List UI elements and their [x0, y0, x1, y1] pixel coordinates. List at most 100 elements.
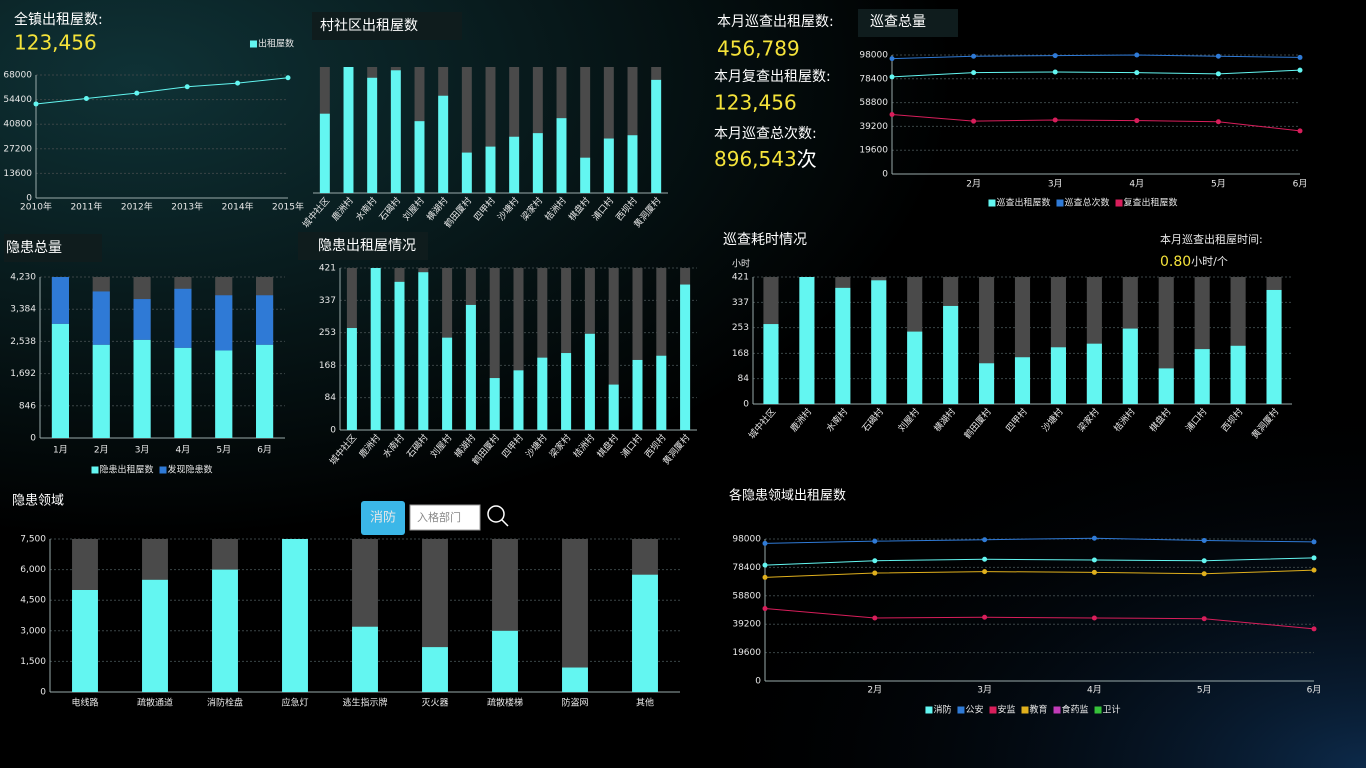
legend-swatch [91, 466, 99, 474]
bar [174, 347, 192, 438]
kpi-number: 896,543 [714, 147, 797, 171]
bar [212, 569, 238, 692]
legend-label: 出租屋数 [258, 38, 294, 50]
bar [390, 70, 401, 193]
bar [680, 284, 691, 430]
data-point [982, 537, 988, 543]
bar [651, 79, 662, 193]
data-point [1091, 615, 1097, 621]
bar [72, 590, 98, 692]
x-tick-label: 5月 [216, 445, 231, 456]
data-point [1297, 54, 1303, 60]
x-tick-label: 5月 [1211, 179, 1226, 190]
data-point [1052, 53, 1058, 59]
line-series [764, 569, 1315, 578]
y-tick-label: 3,384 [10, 305, 36, 315]
data-point [1201, 558, 1207, 564]
button-label[interactable]: 消防 [370, 510, 396, 526]
legend-label: 公安 [965, 704, 983, 716]
y-tick-label: 168 [319, 361, 336, 371]
x-tick-label: 6月 [1307, 685, 1322, 696]
data-point [1311, 567, 1317, 573]
bar-track [537, 268, 548, 430]
data-point [1311, 555, 1317, 561]
search-icon[interactable] [487, 505, 509, 527]
bar [256, 344, 274, 438]
bar [414, 121, 425, 193]
bar-track [561, 268, 572, 430]
bar [465, 304, 476, 430]
y-tick-label: 98000 [859, 51, 888, 61]
bar [461, 152, 472, 193]
bar [256, 295, 274, 345]
kpi-value: 123,456 [14, 31, 97, 55]
legend-swatch [925, 706, 933, 714]
bar [532, 133, 543, 193]
bar-track [603, 67, 614, 193]
y-axis-label: 小时 [732, 258, 750, 270]
search-handle[interactable] [501, 519, 509, 527]
chart-title: 各隐患领域出租屋数 [729, 488, 846, 504]
data-point [1297, 128, 1303, 134]
data-point [889, 74, 895, 80]
bar [799, 277, 815, 404]
data-point [1297, 67, 1303, 73]
y-tick-label: 7,500 [20, 535, 46, 545]
annotation-unit: 小时/个 [1191, 255, 1228, 268]
bar [422, 647, 448, 692]
data-point [1215, 53, 1221, 59]
x-tick-label: 2月 [94, 445, 109, 456]
x-tick-label: 6月 [1293, 179, 1308, 190]
data-point [1052, 117, 1058, 123]
y-tick-label: 84 [738, 374, 750, 384]
x-tick-label: 防盗网 [561, 697, 588, 709]
chart-title: 巡查总量 [870, 14, 926, 30]
x-tick-label: 3月 [135, 445, 150, 456]
data-point [982, 614, 988, 620]
chart-title: 隐患领域 [12, 494, 64, 509]
x-tick-label: 疏散通道 [137, 697, 173, 709]
button-bg[interactable] [361, 501, 405, 535]
bar [632, 359, 643, 430]
data-point [971, 118, 977, 124]
bar [513, 370, 524, 430]
x-tick-label: 逃生指示牌 [342, 697, 387, 709]
bar [632, 574, 658, 692]
x-tick-label: 6月 [257, 445, 272, 456]
y-tick-label: 19600 [732, 648, 761, 658]
bar [174, 288, 192, 348]
legend-label: 安监 [997, 704, 1015, 716]
department-input[interactable]: 入格部门 [409, 504, 481, 531]
input-placeholder[interactable]: 入格部门 [417, 510, 461, 524]
data-point [1052, 69, 1058, 75]
bar [584, 333, 595, 430]
bar [608, 384, 619, 430]
legend: 消防 公安 安监 教育 食药监 卫计 [925, 704, 1121, 716]
search-circle[interactable] [487, 505, 505, 523]
legend: 巡查出租屋数 巡查总次数 复查出租屋数 [988, 197, 1178, 209]
legend-label: 复查出租屋数 [1124, 197, 1178, 209]
x-tick-label: 4月 [176, 445, 191, 456]
y-tick-label: 58800 [732, 591, 761, 601]
x-tick-label: 4月 [1129, 179, 1144, 190]
filter-button[interactable]: 消防 [361, 501, 405, 535]
data-point [285, 75, 291, 81]
title-box [298, 232, 428, 260]
x-tick-label: 5月 [1197, 685, 1212, 696]
legend-label: 巡查总次数 [1064, 197, 1109, 209]
data-point [33, 101, 39, 107]
bar [627, 135, 638, 193]
y-tick-label: 3,000 [20, 626, 46, 636]
y-tick-label: 421 [732, 273, 749, 283]
data-point [134, 90, 140, 96]
kpi-value: 123,456 [714, 91, 797, 115]
x-tick-label: 2010年 [20, 201, 52, 213]
annotation: 0.80小时/个 [1160, 254, 1228, 270]
bar [352, 626, 378, 692]
kpi-label: 本月巡查出租屋数: [717, 14, 834, 30]
bar [442, 337, 453, 430]
data-point [762, 574, 768, 580]
bar-track [509, 67, 520, 193]
x-tick-label: 电线路 [71, 697, 98, 709]
input-box[interactable] [409, 504, 481, 531]
